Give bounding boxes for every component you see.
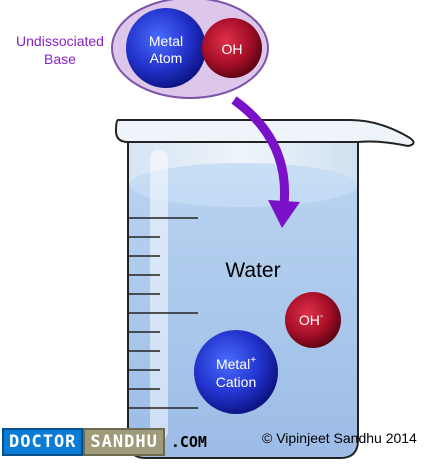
water-surface: [129, 163, 357, 207]
water-label: Water: [225, 259, 280, 282]
metal-cation: [194, 330, 278, 414]
hydroxide-ion-charge: -: [320, 311, 323, 322]
oh-group-label: OH: [222, 41, 243, 57]
metal-cation-text: Metal: [216, 356, 250, 372]
base-label-line2: Base: [44, 51, 76, 67]
oh-group: [202, 18, 262, 78]
graduation-marks: [128, 217, 198, 409]
hydroxide-ion-text: OH: [299, 312, 320, 328]
site-logo: DOCTOR SANDHU .COM: [2, 428, 207, 456]
glass-highlight: [150, 150, 168, 440]
hydroxide-ion-label: OH-: [299, 311, 323, 328]
metal-cation-label-line2: Cation: [216, 374, 256, 390]
dissolve-arrow-head: [268, 200, 300, 228]
metal-atom: [126, 8, 206, 88]
base-label-line1: Undissociated: [16, 33, 104, 49]
metal-atom-label-line1: Metal: [149, 33, 183, 49]
logo-sandhu: SANDHU: [83, 428, 165, 456]
metal-atom-label-line2: Atom: [150, 50, 183, 66]
metal-cation-charge: +: [250, 355, 256, 366]
logo-doctor: DOCTOR: [2, 428, 84, 456]
logo-com: .COM: [170, 433, 207, 451]
copyright-notice: © Vipinjeet Sandhu 2014: [262, 430, 417, 446]
hydroxide-ion: [285, 292, 341, 348]
dissolve-arrow: [231, 96, 290, 206]
metal-cation-label-line1: Metal+: [216, 355, 256, 372]
water-body: [129, 185, 357, 457]
